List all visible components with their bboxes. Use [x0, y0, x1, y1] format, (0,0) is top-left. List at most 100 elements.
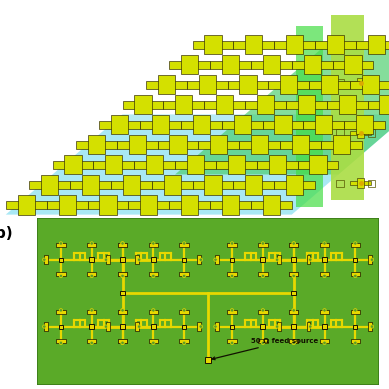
Bar: [286, 101, 327, 109]
Bar: [89, 324, 94, 329]
Circle shape: [59, 308, 63, 312]
Circle shape: [90, 341, 93, 345]
Bar: [151, 324, 156, 329]
Bar: [111, 115, 128, 135]
Bar: [6, 201, 47, 209]
Bar: [286, 175, 303, 194]
Bar: [291, 291, 296, 296]
Circle shape: [308, 258, 312, 261]
Circle shape: [308, 325, 312, 328]
Bar: [193, 115, 210, 135]
Circle shape: [121, 274, 124, 278]
Bar: [205, 357, 211, 363]
Bar: [135, 322, 139, 331]
Bar: [56, 272, 66, 276]
Bar: [227, 272, 237, 276]
Bar: [320, 244, 329, 247]
Bar: [140, 195, 158, 215]
Bar: [309, 155, 327, 175]
Circle shape: [230, 308, 234, 312]
Circle shape: [182, 341, 186, 345]
Circle shape: [261, 242, 265, 245]
Circle shape: [292, 242, 295, 245]
Bar: [298, 161, 338, 169]
Bar: [44, 322, 48, 331]
Circle shape: [292, 242, 295, 245]
Bar: [309, 81, 350, 89]
Bar: [210, 135, 228, 154]
Bar: [227, 339, 237, 343]
Circle shape: [90, 308, 93, 312]
Bar: [356, 115, 373, 135]
Bar: [289, 244, 298, 247]
Bar: [135, 255, 139, 264]
Bar: [258, 310, 268, 314]
Circle shape: [275, 258, 279, 261]
Bar: [216, 95, 233, 114]
Bar: [368, 255, 372, 264]
Bar: [181, 195, 198, 215]
Circle shape: [90, 242, 93, 245]
Bar: [29, 181, 70, 189]
Bar: [121, 324, 124, 329]
Circle shape: [152, 308, 155, 312]
Circle shape: [121, 341, 124, 345]
Bar: [353, 258, 357, 262]
Bar: [163, 175, 181, 194]
Bar: [350, 310, 360, 314]
Bar: [64, 155, 82, 175]
Circle shape: [121, 274, 124, 278]
Bar: [120, 324, 125, 329]
Bar: [322, 324, 327, 329]
Bar: [379, 95, 389, 114]
Circle shape: [292, 274, 295, 278]
Bar: [280, 141, 321, 149]
Bar: [292, 258, 296, 262]
Bar: [179, 272, 189, 276]
Bar: [193, 40, 233, 49]
Bar: [320, 310, 329, 314]
Bar: [289, 244, 298, 247]
Bar: [88, 135, 105, 154]
Bar: [268, 155, 286, 175]
Circle shape: [292, 274, 295, 278]
Bar: [291, 257, 296, 262]
Bar: [175, 95, 193, 114]
Bar: [289, 339, 298, 343]
Bar: [321, 141, 362, 149]
Bar: [89, 257, 94, 262]
Bar: [99, 195, 117, 215]
Bar: [134, 161, 175, 169]
Bar: [257, 161, 298, 169]
Circle shape: [137, 258, 141, 261]
Bar: [187, 155, 204, 175]
Bar: [128, 201, 169, 209]
Circle shape: [292, 308, 295, 312]
Circle shape: [182, 308, 186, 312]
Bar: [179, 310, 189, 314]
Circle shape: [354, 274, 357, 278]
Bar: [350, 181, 371, 185]
Bar: [121, 258, 124, 262]
Circle shape: [354, 308, 357, 312]
Circle shape: [43, 258, 46, 261]
Bar: [289, 339, 298, 343]
Bar: [58, 195, 76, 215]
Polygon shape: [296, 26, 323, 207]
Circle shape: [261, 274, 265, 278]
Circle shape: [230, 341, 234, 345]
Circle shape: [323, 274, 326, 278]
Bar: [182, 324, 186, 329]
Bar: [292, 61, 333, 69]
Bar: [118, 310, 127, 314]
Text: 50 Ω feed source: 50 Ω feed source: [212, 338, 318, 360]
Bar: [198, 141, 239, 149]
Bar: [222, 55, 239, 74]
Circle shape: [354, 242, 357, 245]
Bar: [169, 61, 210, 69]
Bar: [280, 75, 298, 94]
Bar: [222, 121, 263, 129]
Bar: [175, 161, 216, 169]
Bar: [289, 310, 298, 314]
Bar: [350, 131, 371, 135]
